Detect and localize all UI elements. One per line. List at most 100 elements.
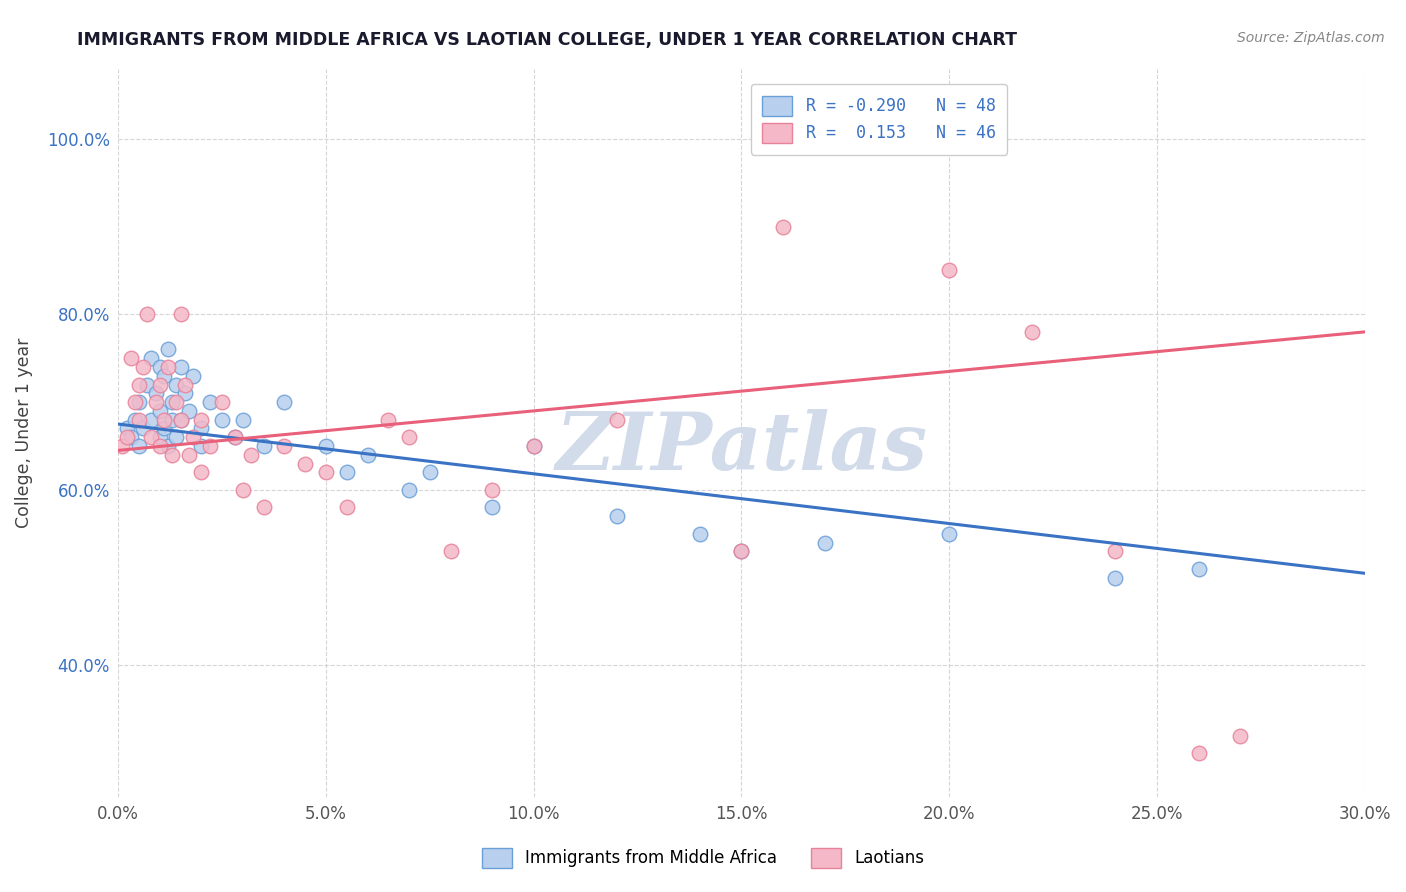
Point — [149, 359, 172, 374]
Point — [938, 263, 960, 277]
Point — [162, 448, 184, 462]
Point — [224, 430, 246, 444]
Point — [190, 466, 212, 480]
Point — [398, 430, 420, 444]
Point — [149, 430, 172, 444]
Point — [1229, 729, 1251, 743]
Point — [132, 359, 155, 374]
Point — [481, 483, 503, 497]
Point — [136, 307, 159, 321]
Point — [1104, 544, 1126, 558]
Point — [190, 421, 212, 435]
Point — [169, 307, 191, 321]
Point — [190, 439, 212, 453]
Point — [419, 466, 441, 480]
Legend: Immigrants from Middle Africa, Laotians: Immigrants from Middle Africa, Laotians — [475, 841, 931, 875]
Point — [157, 439, 180, 453]
Point — [111, 439, 134, 453]
Text: IMMIGRANTS FROM MIDDLE AFRICA VS LAOTIAN COLLEGE, UNDER 1 YEAR CORRELATION CHART: IMMIGRANTS FROM MIDDLE AFRICA VS LAOTIAN… — [77, 31, 1018, 49]
Point — [124, 412, 146, 426]
Point — [523, 439, 546, 453]
Point — [336, 500, 359, 515]
Point — [149, 439, 172, 453]
Point — [141, 412, 163, 426]
Point — [523, 439, 546, 453]
Point — [938, 526, 960, 541]
Point — [169, 359, 191, 374]
Point — [294, 457, 316, 471]
Point — [115, 421, 138, 435]
Point — [481, 500, 503, 515]
Point — [181, 430, 204, 444]
Point — [157, 359, 180, 374]
Point — [120, 430, 142, 444]
Point — [240, 448, 263, 462]
Legend: R = -0.290   N = 48, R =  0.153   N = 46: R = -0.290 N = 48, R = 0.153 N = 46 — [751, 84, 1007, 155]
Point — [132, 421, 155, 435]
Y-axis label: College, Under 1 year: College, Under 1 year — [15, 338, 32, 528]
Point — [606, 412, 628, 426]
Point — [169, 412, 191, 426]
Point — [211, 412, 233, 426]
Point — [165, 430, 187, 444]
Point — [315, 439, 337, 453]
Point — [165, 395, 187, 409]
Point — [190, 412, 212, 426]
Point — [149, 377, 172, 392]
Text: ZIPatlas: ZIPatlas — [555, 409, 928, 486]
Point — [153, 421, 176, 435]
Point — [157, 343, 180, 357]
Point — [177, 448, 200, 462]
Point — [162, 395, 184, 409]
Point — [253, 439, 276, 453]
Point — [253, 500, 276, 515]
Point — [128, 412, 150, 426]
Point — [153, 412, 176, 426]
Point — [336, 466, 359, 480]
Point — [224, 430, 246, 444]
Point — [772, 219, 794, 234]
Point — [136, 377, 159, 392]
Point — [128, 439, 150, 453]
Point — [115, 430, 138, 444]
Point — [173, 377, 195, 392]
Point — [141, 430, 163, 444]
Point — [398, 483, 420, 497]
Point — [356, 448, 378, 462]
Point — [377, 412, 399, 426]
Point — [315, 466, 337, 480]
Point — [149, 404, 172, 418]
Point — [813, 535, 835, 549]
Point — [198, 439, 221, 453]
Point — [232, 412, 254, 426]
Point — [128, 395, 150, 409]
Point — [124, 395, 146, 409]
Point — [128, 377, 150, 392]
Point — [198, 395, 221, 409]
Text: Source: ZipAtlas.com: Source: ZipAtlas.com — [1237, 31, 1385, 45]
Point — [169, 412, 191, 426]
Point — [1187, 562, 1209, 576]
Point — [1021, 325, 1043, 339]
Point — [145, 395, 167, 409]
Point — [211, 395, 233, 409]
Point — [153, 368, 176, 383]
Point — [440, 544, 463, 558]
Point — [273, 439, 295, 453]
Point — [145, 386, 167, 401]
Point — [173, 386, 195, 401]
Point — [1104, 571, 1126, 585]
Point — [232, 483, 254, 497]
Point — [120, 351, 142, 366]
Point — [141, 351, 163, 366]
Point — [730, 544, 752, 558]
Point — [162, 412, 184, 426]
Point — [1187, 746, 1209, 760]
Point — [181, 368, 204, 383]
Point — [177, 404, 200, 418]
Point — [730, 544, 752, 558]
Point — [689, 526, 711, 541]
Point — [606, 509, 628, 524]
Point — [165, 377, 187, 392]
Point — [273, 395, 295, 409]
